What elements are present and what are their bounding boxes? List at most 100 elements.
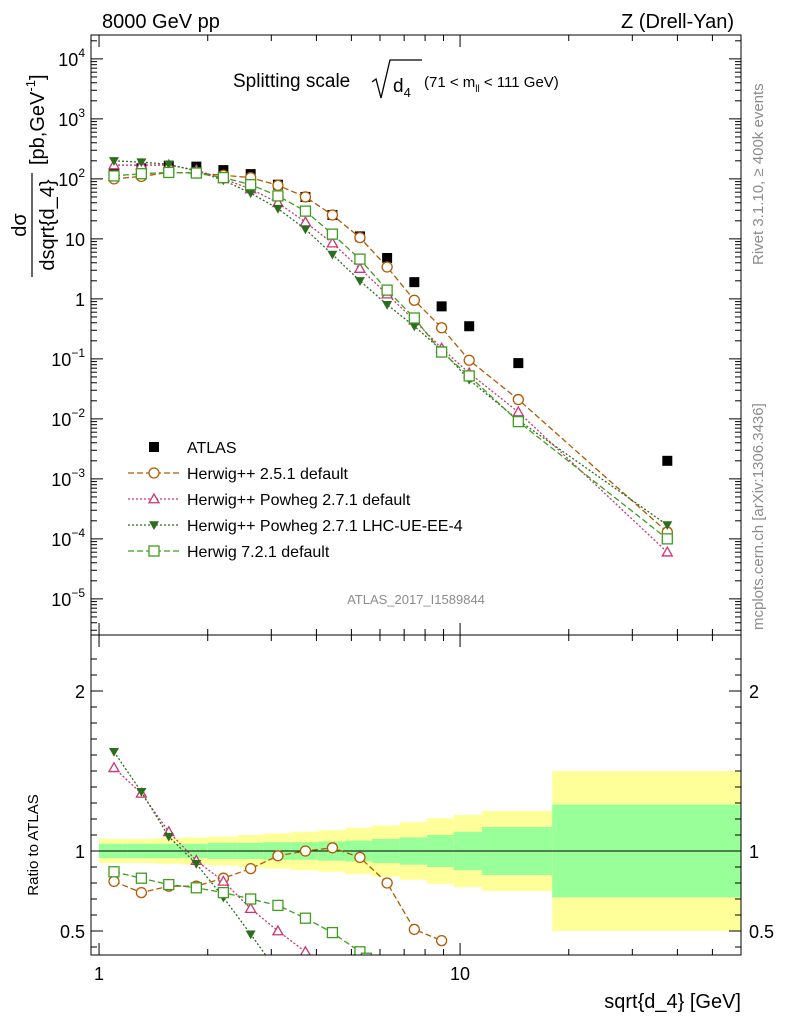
ratio-point bbox=[217, 886, 230, 899]
mc-point bbox=[463, 354, 475, 366]
ratio-plot-frame bbox=[90, 634, 742, 956]
legend-marker bbox=[148, 467, 160, 479]
plot-title-main: Splitting scale bbox=[233, 71, 350, 92]
ratio-point bbox=[272, 850, 284, 862]
ratio-point bbox=[244, 902, 257, 913]
rivet-label: Rivet 3.1.10, ≥ 400k events bbox=[750, 83, 767, 265]
ratio-point bbox=[135, 872, 148, 884]
ratio-point bbox=[272, 899, 284, 912]
legend-marker bbox=[149, 521, 159, 530]
y-tick-label: 10−4 bbox=[51, 526, 85, 550]
mc-point bbox=[163, 160, 174, 170]
ratio-point bbox=[245, 930, 256, 940]
ratio-point bbox=[299, 912, 312, 924]
main-series-line bbox=[113, 171, 668, 540]
mc-point bbox=[512, 393, 524, 406]
y-tick-label: 104 bbox=[58, 46, 85, 70]
ratio-point bbox=[245, 862, 257, 875]
y-tick-label: 10−2 bbox=[51, 406, 85, 430]
ratio-point bbox=[354, 946, 366, 955]
ratio-point bbox=[107, 761, 121, 773]
mc-point bbox=[353, 262, 367, 273]
data-point bbox=[382, 253, 393, 264]
mc-point bbox=[409, 322, 420, 332]
ylabel-denominator: dsqrt{d_4} bbox=[37, 179, 59, 271]
mc-point bbox=[354, 253, 366, 265]
x-tick-label: 1 bbox=[94, 964, 104, 984]
y-tick-label: 102 bbox=[58, 166, 85, 190]
ratio-point bbox=[135, 886, 148, 899]
main-ylabel: dσ dsqrt{d_4} [pb,GeV-1] bbox=[9, 74, 59, 277]
mc-point bbox=[382, 300, 393, 310]
mc-point bbox=[299, 215, 312, 227]
data-point bbox=[436, 301, 447, 312]
main-series-lines bbox=[107, 157, 674, 557]
mc-point bbox=[326, 236, 339, 248]
mc-point bbox=[326, 228, 339, 240]
legend-label: Herwig++ 2.5.1 default bbox=[187, 466, 349, 483]
mc-point bbox=[408, 312, 420, 324]
ratio-point bbox=[381, 877, 393, 889]
mc-point bbox=[108, 170, 120, 182]
ratio-point bbox=[354, 851, 366, 864]
mc-point bbox=[435, 322, 448, 334]
ratio-y-tick-label: 0.5 bbox=[60, 922, 85, 942]
mc-point bbox=[272, 190, 284, 202]
xlabel: sqrt{d_4} [GeV] bbox=[604, 991, 741, 1013]
mc-point bbox=[190, 167, 202, 179]
mc-point bbox=[163, 166, 175, 179]
ratio-point bbox=[136, 788, 147, 797]
legend-label: ATLAS bbox=[187, 440, 237, 457]
ratio-point bbox=[299, 845, 312, 857]
mc-point bbox=[661, 545, 674, 557]
ratio-point bbox=[315, 953, 318, 955]
mc-point bbox=[512, 405, 525, 417]
ratio-point bbox=[245, 893, 257, 905]
mc-point bbox=[661, 533, 673, 545]
mc-point bbox=[354, 277, 365, 286]
ratio-point bbox=[217, 875, 230, 886]
ratio-point bbox=[271, 924, 285, 936]
mc-point bbox=[381, 284, 393, 296]
ratio-series-line bbox=[113, 871, 365, 955]
y-tick-label: 10−3 bbox=[51, 466, 85, 490]
header-energy: 8000 GeV pp bbox=[102, 11, 220, 33]
ratio-point bbox=[108, 875, 120, 888]
ratio-point bbox=[326, 842, 339, 854]
mc-point bbox=[435, 346, 448, 358]
ylabel-units: [pb,GeV-1] bbox=[23, 74, 49, 165]
y-tick-label: 1 bbox=[75, 290, 85, 310]
ratio-y-tick-label-right: 0.5 bbox=[749, 922, 774, 942]
mcplots-label: mcplots.cern.ch [arXiv:1306.3436] bbox=[750, 403, 767, 630]
mc-point bbox=[272, 204, 283, 214]
legend-label: Herwig++ Powheg 2.7.1 default bbox=[187, 492, 411, 509]
legend-label: Herwig 7.2.1 default bbox=[187, 544, 330, 561]
ratio-point bbox=[108, 866, 120, 878]
ratio-point bbox=[190, 882, 202, 894]
mc-point bbox=[327, 250, 338, 260]
mc-point bbox=[299, 191, 312, 203]
legend-label: Herwig++ Powheg 2.7.1 LHC-UE-EE-4 bbox=[187, 518, 463, 535]
y-tick-label: 10−1 bbox=[51, 346, 85, 370]
legend: ATLAS Herwig++ 2.5.1 default Herwig++ Powh… bbox=[128, 440, 463, 561]
mc-point bbox=[326, 209, 339, 221]
mc-point bbox=[662, 521, 673, 531]
ratio-point bbox=[360, 952, 372, 955]
ratio-point bbox=[163, 832, 174, 842]
ratio-y-tick-label: 2 bbox=[75, 682, 85, 702]
ratio-point bbox=[300, 945, 311, 955]
legend-marker bbox=[148, 545, 160, 557]
data-point bbox=[409, 277, 420, 288]
legend-marker bbox=[147, 492, 161, 504]
ratio-series-lines bbox=[107, 748, 448, 955]
mc-point bbox=[381, 261, 393, 273]
ratio-y-tick-label-right: 1 bbox=[749, 842, 759, 862]
mc-point bbox=[300, 225, 311, 235]
ratio-uncertainty-bands bbox=[91, 771, 741, 931]
main-series-line bbox=[113, 160, 668, 526]
ratio-point bbox=[408, 923, 420, 936]
data-point bbox=[513, 358, 524, 369]
header-process: Z (Drell-Yan) bbox=[621, 11, 734, 33]
